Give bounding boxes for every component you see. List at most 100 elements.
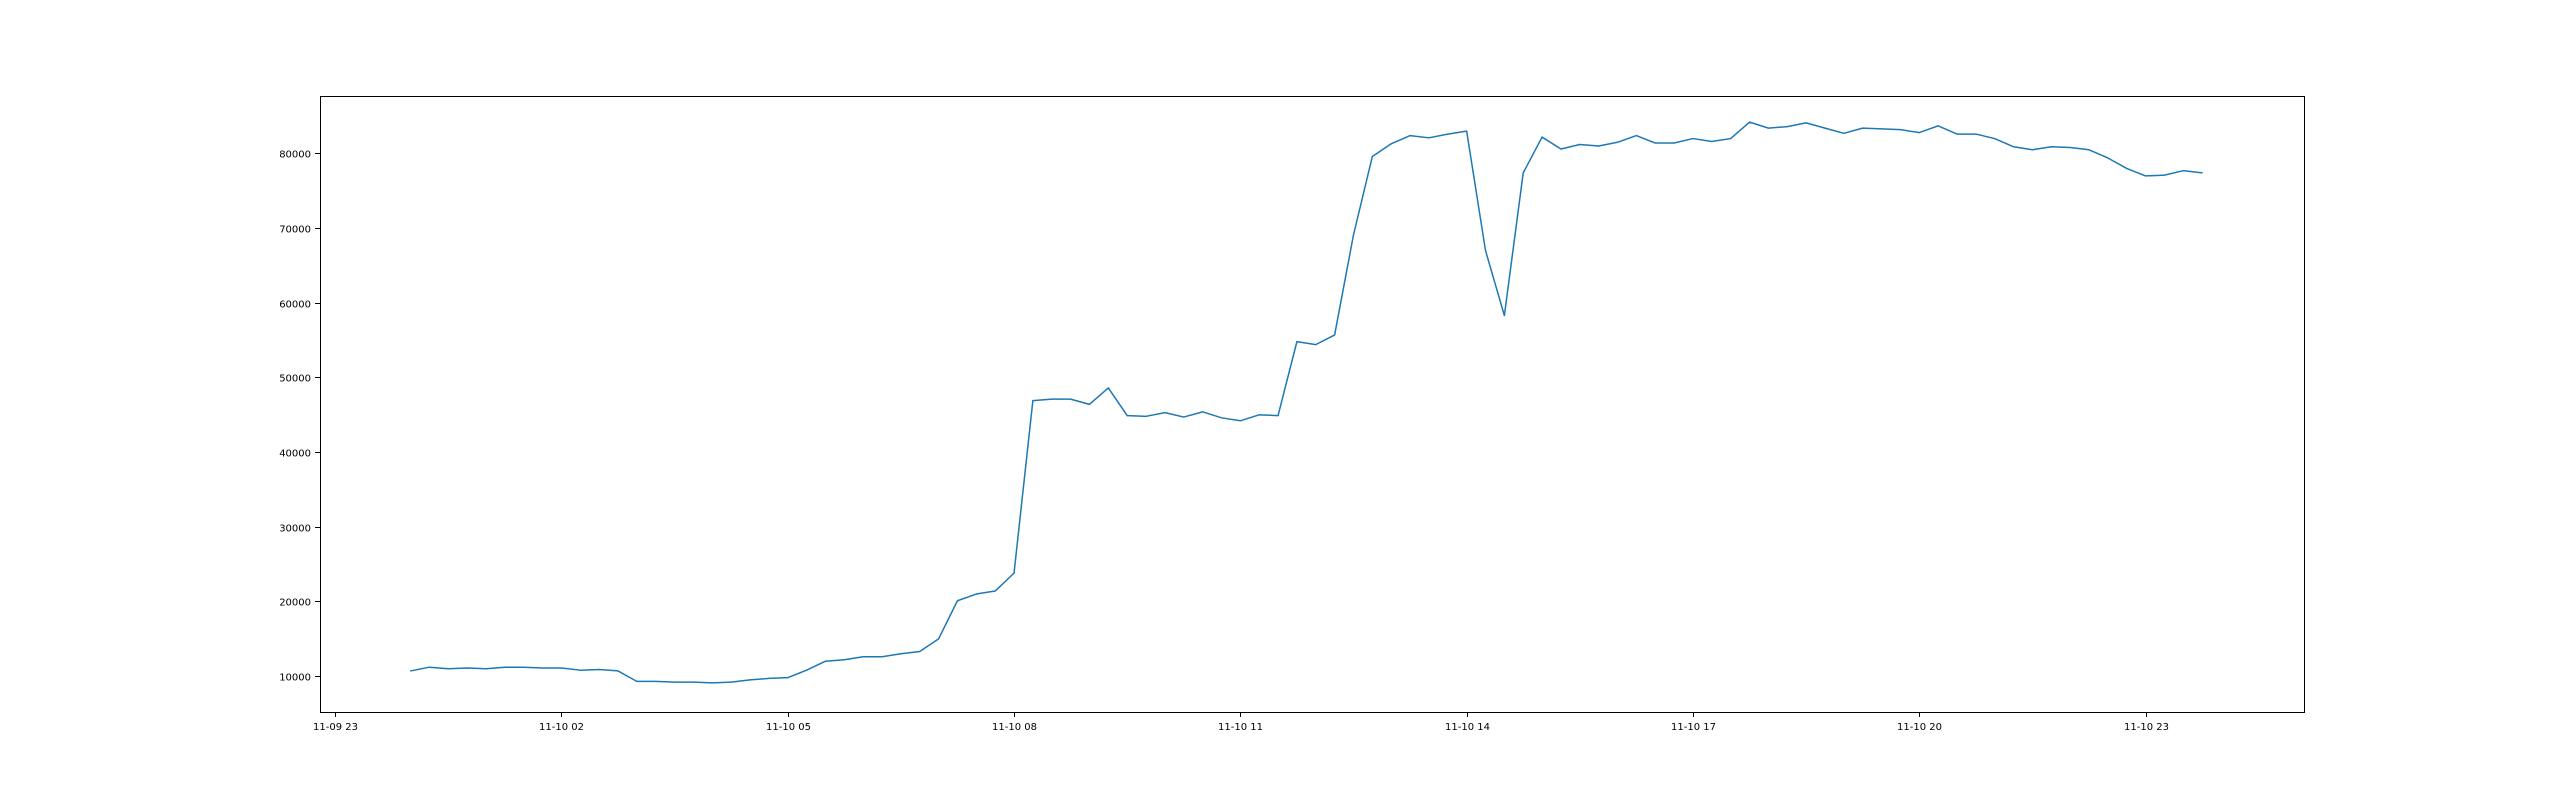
- data-point: [1918, 131, 1920, 134]
- data-point: [1126, 414, 1128, 417]
- data-point: [1466, 130, 1468, 132]
- data-point: [523, 666, 525, 668]
- data-point: [1164, 411, 1166, 414]
- data-point: [787, 677, 789, 679]
- data-point: [919, 650, 921, 653]
- data-point: [1767, 127, 1769, 129]
- data-point: [692, 681, 695, 683]
- data-point: [2201, 172, 2203, 174]
- data-point: [824, 660, 827, 662]
- data-point: [711, 682, 713, 684]
- x-axis: 11-09 23 11-10 02 11-10 05 11-10 08 11-10 11…: [313, 712, 2169, 733]
- data-point: [900, 653, 902, 655]
- x-tick-label: 11-10 14: [1445, 722, 1490, 733]
- data-point: [1503, 314, 1505, 317]
- data-point: [1315, 344, 1317, 346]
- plot-frame: [320, 96, 2305, 713]
- data-point: [1560, 148, 1562, 150]
- y-tick-label: 40000: [279, 449, 311, 460]
- data-point: [1730, 137, 1732, 140]
- data-point: [2050, 146, 2052, 148]
- data-point: [1748, 121, 1751, 123]
- series-group: [409, 121, 2203, 684]
- data-point: [1579, 143, 1581, 146]
- data-point: [1428, 137, 1430, 139]
- x-tick-label: 11-10 20: [1897, 722, 1942, 733]
- y-tick-label: 60000: [279, 300, 311, 311]
- data-point: [1202, 411, 1204, 413]
- data-point: [2107, 157, 2109, 159]
- data-point: [655, 680, 657, 682]
- data-point: [2088, 149, 2090, 151]
- data-point: [1334, 334, 1336, 336]
- y-tick-label: 80000: [279, 150, 311, 161]
- data-point: [1296, 341, 1298, 343]
- data-point: [1145, 415, 1147, 417]
- data-point: [2069, 146, 2071, 149]
- data-point: [2163, 174, 2166, 176]
- data-point: [749, 679, 751, 681]
- data-point: [1541, 136, 1543, 138]
- data-point: [1711, 140, 1713, 143]
- y-axis: 10000 20000 30000 40000 50000 60000 70000 80000: [279, 150, 320, 684]
- data-point: [636, 680, 638, 682]
- data-point: [2182, 170, 2184, 172]
- data-point: [1805, 122, 1807, 124]
- y-tick-label: 30000: [279, 524, 311, 535]
- data-point: [617, 670, 619, 672]
- data-point: [956, 600, 959, 602]
- data-point: [1220, 417, 1223, 419]
- x-tick-label: 11-09 23: [313, 722, 358, 733]
- data-point: [937, 638, 940, 640]
- data-point: [1654, 142, 1656, 144]
- data-point: [1032, 400, 1034, 402]
- data-point: [2031, 149, 2034, 151]
- data-point: [730, 681, 732, 683]
- x-tick-label: 11-10 11: [1218, 722, 1263, 733]
- series-line: [410, 121, 2203, 684]
- data-point: [1956, 133, 1958, 135]
- data-point: [881, 656, 883, 658]
- data-point: [428, 666, 430, 668]
- data-point: [1843, 132, 1845, 134]
- data-point: [1352, 234, 1355, 236]
- data-point: [2126, 167, 2128, 170]
- data-point: [447, 668, 449, 670]
- data-point: [1088, 403, 1091, 405]
- x-tick-label: 11-10 02: [539, 722, 584, 733]
- data-point: [1880, 128, 1883, 130]
- data-point: [1862, 127, 1864, 129]
- y-tick-label: 50000: [279, 374, 311, 385]
- data-point: [1239, 420, 1241, 422]
- data-point: [598, 668, 600, 671]
- data-point: [1635, 134, 1637, 137]
- x-tick-label: 11-10 17: [1671, 722, 1716, 733]
- data-point: [1070, 398, 1072, 400]
- y-tick-label: 20000: [279, 598, 311, 609]
- data-point: [843, 659, 845, 661]
- data-point: [1051, 398, 1053, 400]
- data-point: [1786, 126, 1788, 128]
- x-tick-label: 11-10 05: [766, 722, 811, 733]
- data-point: [504, 666, 506, 668]
- data-point: [1994, 137, 1996, 140]
- x-tick-label: 11-10 08: [992, 722, 1037, 733]
- y-tick-label: 10000: [279, 673, 311, 684]
- data-point: [1937, 125, 1939, 127]
- data-point: [1899, 129, 1902, 131]
- data-point: [1371, 155, 1373, 158]
- data-point: [541, 667, 544, 669]
- data-point: [1013, 572, 1015, 574]
- data-point: [994, 590, 996, 592]
- x-tick-label: 11-10 23: [2124, 722, 2169, 733]
- data-point: [1484, 249, 1487, 252]
- data-point: [2012, 146, 2015, 148]
- data-point: [1258, 414, 1260, 416]
- data-point: [579, 669, 581, 671]
- data-point: [1183, 416, 1185, 418]
- data-point: [485, 668, 487, 670]
- data-point: [1447, 133, 1449, 135]
- data-point: [975, 593, 977, 595]
- data-point: [1616, 141, 1619, 143]
